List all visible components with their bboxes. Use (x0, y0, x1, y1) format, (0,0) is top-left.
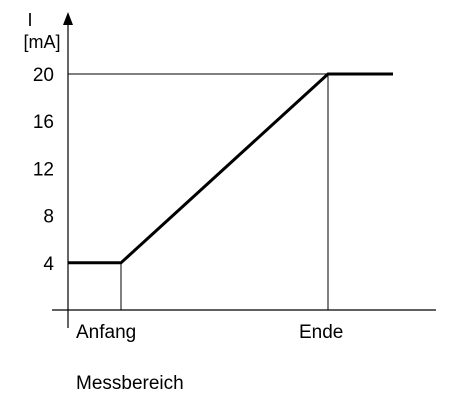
y-tick-label: 12 (33, 159, 54, 180)
y-axis-unit: [mA] (23, 32, 60, 52)
y-tick-label: 16 (33, 112, 54, 133)
x-axis-title: Messbereich (76, 373, 184, 394)
x-tick-label: Ende (299, 322, 343, 343)
y-tick-labels: 4 8 12 16 20 (33, 65, 55, 275)
series-group (68, 74, 393, 263)
y-axis-arrow (63, 12, 73, 25)
y-tick-label: 8 (43, 207, 54, 228)
y-tick-label: 20 (33, 65, 54, 86)
x-tick-labels: Anfang Ende (76, 322, 343, 343)
x-tick-label: Anfang (76, 322, 136, 343)
y-tick-label: 4 (43, 254, 54, 275)
axes (52, 12, 436, 328)
series-line (68, 74, 393, 263)
y-axis-symbol: I (27, 10, 32, 30)
